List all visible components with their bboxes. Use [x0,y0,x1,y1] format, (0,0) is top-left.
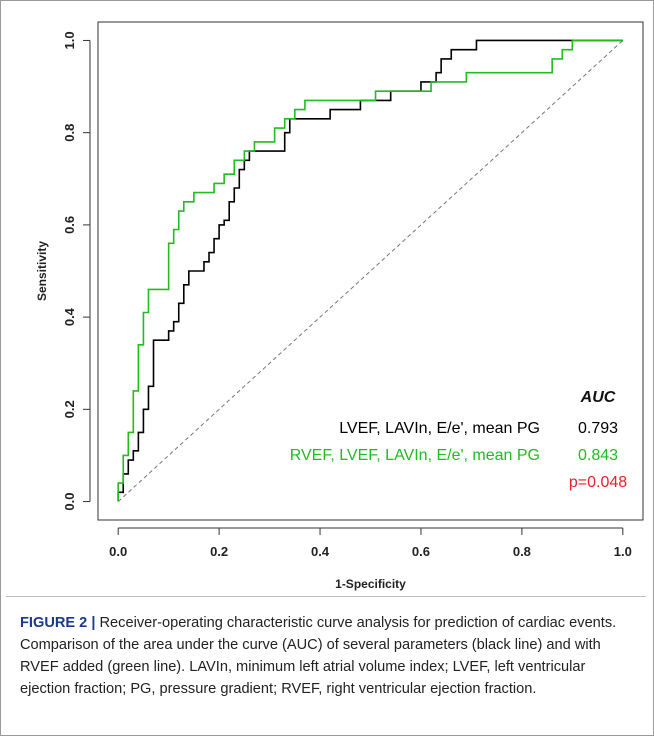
legend-entry-label: RVEF, LVEF, LAVIn, E/e', mean PG [290,447,540,464]
roc-curve-series-2 [117,39,623,502]
plot-frame [97,21,644,521]
legend-auc-header: AUC [580,389,616,406]
x-tick-label: 0.8 [513,544,531,559]
legend-entry-auc-value: 0.843 [578,447,618,464]
x-axis-label: 1-Specificity [335,577,406,591]
y-tick-label: 0.4 [62,307,77,326]
caption-text: Receiver-operating characteristic curve … [20,615,617,697]
roc-chart: 0.0 0.2 0.4 0.6 0.8 1.0 0.0 0.2 0.4 0.6 0.8 1.0 1-Sp… [35,21,644,591]
x-tick-label: 1.0 [614,544,632,559]
legend-entry-label: LVEF, LAVIn, E/e', mean PG [339,420,540,437]
figure-caption: FIGURE 2 | Receiver-operating characteri… [20,612,630,700]
x-tick-label: 0.6 [412,544,430,559]
legend-p-value: p=0.048 [569,474,627,491]
x-tick-label: 0.2 [210,544,228,559]
caption-label: FIGURE 2 | [20,615,96,631]
y-tick-label: 0.2 [62,400,77,418]
y-tick-label: 0.8 [62,124,77,142]
y-tick-label: 0.6 [62,216,77,234]
y-tick-label: 0.0 [62,493,77,511]
caption-divider [6,596,646,597]
x-tick-label: 0.0 [109,544,127,559]
y-tick-label: 1.0 [62,31,77,49]
y-axis-label: Sensitivity [35,241,49,301]
x-tick-label: 0.4 [311,544,330,559]
reference-diagonal-line [117,40,624,502]
legend-entry-auc-value: 0.793 [578,420,618,437]
